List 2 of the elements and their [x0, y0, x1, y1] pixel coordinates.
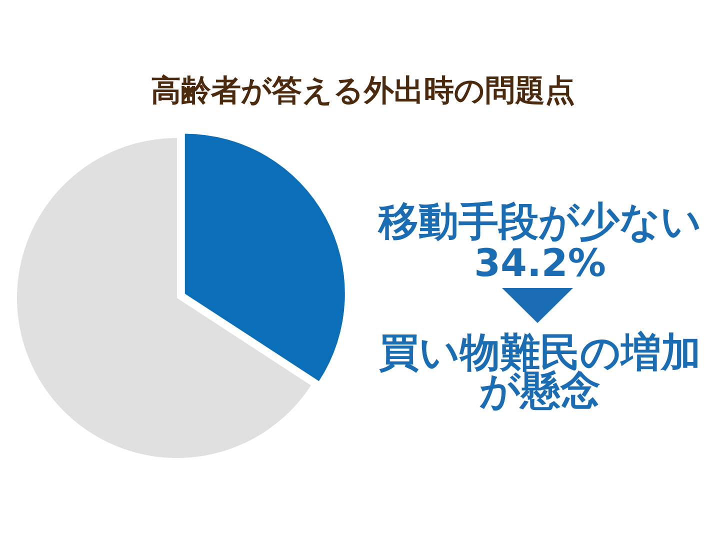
chart-title: 高齢者が答える外出時の問題点 [151, 74, 575, 108]
text: 買い物難民の増加が懸念 [379, 330, 701, 414]
